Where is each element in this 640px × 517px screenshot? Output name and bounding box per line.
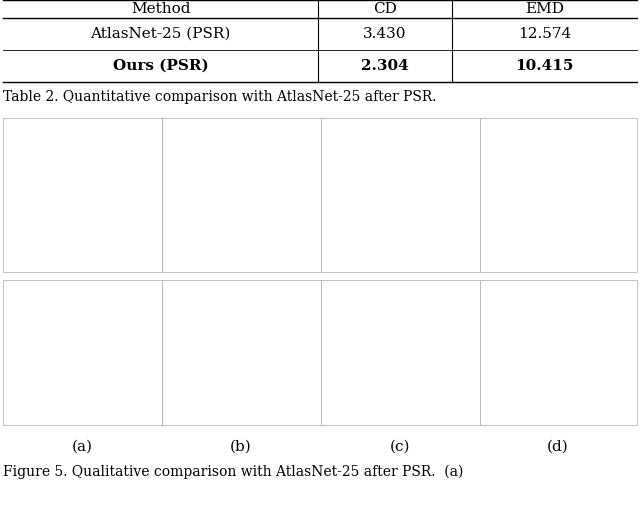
Text: (c): (c) <box>390 440 410 454</box>
Text: (a): (a) <box>72 440 93 454</box>
Text: 10.415: 10.415 <box>515 59 573 73</box>
Text: AtlasNet-25 (PSR): AtlasNet-25 (PSR) <box>90 27 230 41</box>
Text: 12.574: 12.574 <box>518 27 571 41</box>
Text: 2.304: 2.304 <box>361 59 409 73</box>
Text: Table 2. Quantitative comparison with AtlasNet-25 after PSR.: Table 2. Quantitative comparison with At… <box>3 90 436 104</box>
Text: (d): (d) <box>547 440 569 454</box>
Text: Figure 5. Qualitative comparison with AtlasNet-25 after PSR.  (a): Figure 5. Qualitative comparison with At… <box>3 465 463 479</box>
Text: 3.430: 3.430 <box>364 27 407 41</box>
Bar <box>162 118 321 272</box>
Bar <box>162 280 321 425</box>
Bar <box>480 118 637 272</box>
Text: (b): (b) <box>230 440 252 454</box>
Text: CD: CD <box>373 2 397 16</box>
Bar <box>480 280 637 425</box>
Bar <box>321 280 480 425</box>
Text: Method: Method <box>131 2 190 16</box>
Bar <box>321 118 480 272</box>
Bar <box>3 118 162 272</box>
Text: EMD: EMD <box>525 2 564 16</box>
Bar <box>3 280 162 425</box>
Text: Ours (PSR): Ours (PSR) <box>113 59 209 73</box>
